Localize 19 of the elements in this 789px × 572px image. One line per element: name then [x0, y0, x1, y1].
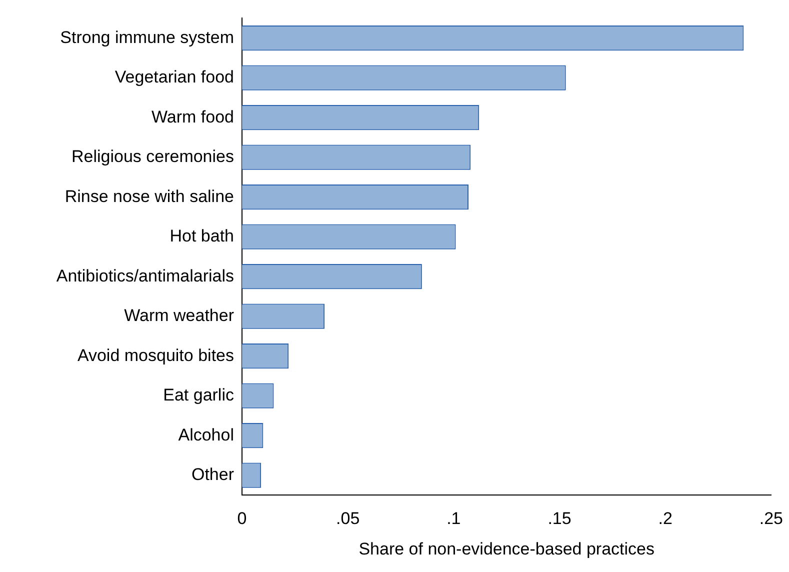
y-tick-label: Eat garlic [163, 386, 234, 405]
x-tick-label: .25 [759, 509, 784, 528]
x-tick-label: .2 [658, 509, 672, 528]
x-axis-title: Share of non-evidence-based practices [358, 539, 654, 558]
x-tick-label: .1 [446, 509, 461, 528]
y-tick-label: Avoid mosquito bites [77, 346, 234, 365]
x-tick-label: .15 [548, 509, 572, 528]
y-tick-label: Other [191, 465, 234, 484]
y-tick-label: Rinse nose with saline [64, 186, 234, 206]
y-tick-label: Warm food [151, 107, 234, 126]
y-tick-label: Warm weather [124, 306, 234, 326]
y-tick-label: Vegetarian food [114, 68, 234, 87]
y-tick-label: Antibiotics/antimalarials [56, 266, 234, 286]
y-tick-label: Religious ceremonies [71, 147, 234, 166]
x-tick-label: 0 [237, 509, 247, 528]
y-tick-label: Alcohol [178, 425, 234, 444]
x-tick-label: .05 [336, 509, 360, 528]
y-tick-label: Strong immune system [60, 28, 234, 47]
y-tick-label: Hot bath [170, 226, 234, 246]
